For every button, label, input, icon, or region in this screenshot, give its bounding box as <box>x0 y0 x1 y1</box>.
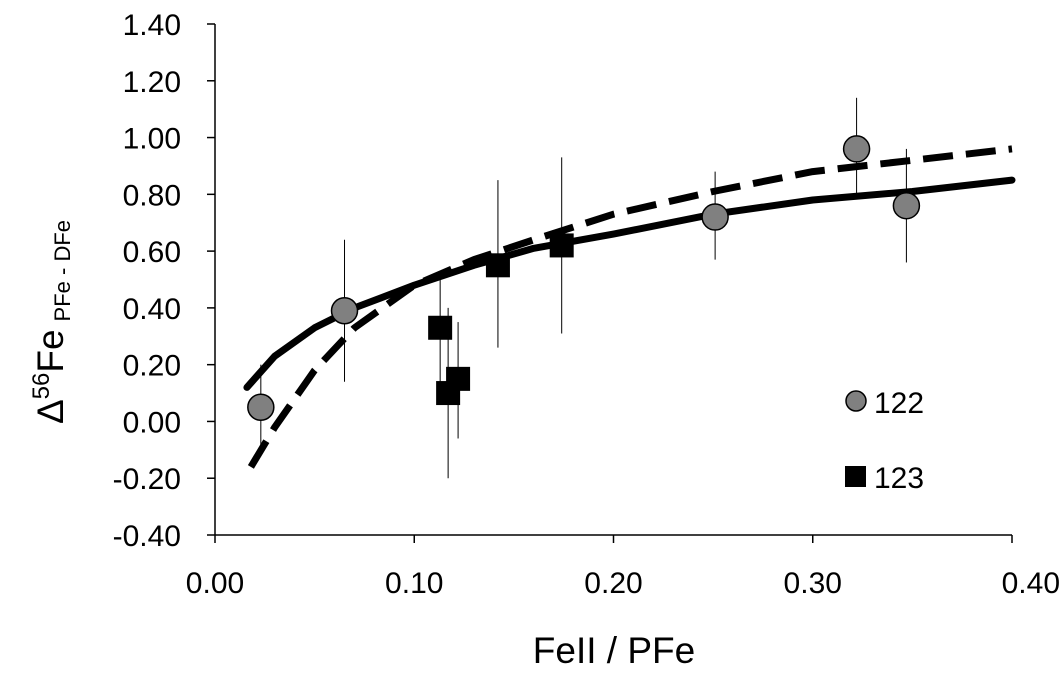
data-point-123 <box>549 233 574 258</box>
y-tick-label: 1.00 <box>123 123 181 156</box>
axes <box>207 23 1013 543</box>
x-tick-label: 0.00 <box>186 567 244 600</box>
data-points <box>247 135 921 421</box>
y-tick-label: -0.20 <box>113 463 181 496</box>
data-point-123 <box>446 366 471 391</box>
x-axis-title: FeII / PFe <box>533 630 695 671</box>
y-tick-label: 0.60 <box>123 236 181 269</box>
error-bars <box>260 97 907 479</box>
y-axis-title-sup: 56 <box>28 373 55 400</box>
data-point-122 <box>701 203 729 231</box>
legend-label-123: 123 <box>874 462 924 495</box>
y-axis-title-base: Fe <box>30 329 71 372</box>
data-point-122 <box>892 191 921 220</box>
data-point-122 <box>247 393 275 421</box>
y-tick-label: 1.40 <box>123 9 181 42</box>
data-point-122 <box>330 296 359 325</box>
y-tick-label: 0.80 <box>123 179 181 212</box>
y-tick-label: 1.20 <box>123 66 181 99</box>
y-axis-title-sub: PFe - DFe <box>50 220 75 321</box>
x-tick-label: 0.40 <box>1002 567 1060 600</box>
legend-marker-123 <box>845 466 866 487</box>
x-tick-label: 0.30 <box>784 567 842 600</box>
legend: 122 123 <box>845 387 924 495</box>
y-axis-title-delta: Δ <box>30 399 71 424</box>
x-tick-label: 0.10 <box>385 567 443 600</box>
x-tick-label: 0.20 <box>584 567 642 600</box>
y-axis-title: Δ56Fe PFe - DFe <box>28 220 75 424</box>
tick-labels: -0.40 -0.20 0.00 0.20 0.40 0.60 0.80 1.00 1.20 1.… <box>113 9 1060 600</box>
y-tick-label: 0.20 <box>123 350 181 383</box>
data-point-123 <box>485 253 510 278</box>
dashed-fit-curve <box>247 145 1013 469</box>
y-tick-label: 0.00 <box>123 406 181 439</box>
data-point-122 <box>842 135 871 163</box>
y-tick-label: 0.40 <box>123 293 181 326</box>
data-point-123 <box>428 315 453 340</box>
legend-marker-122 <box>845 390 867 412</box>
y-tick-label: -0.40 <box>113 520 181 553</box>
legend-label-122: 122 <box>874 387 924 420</box>
